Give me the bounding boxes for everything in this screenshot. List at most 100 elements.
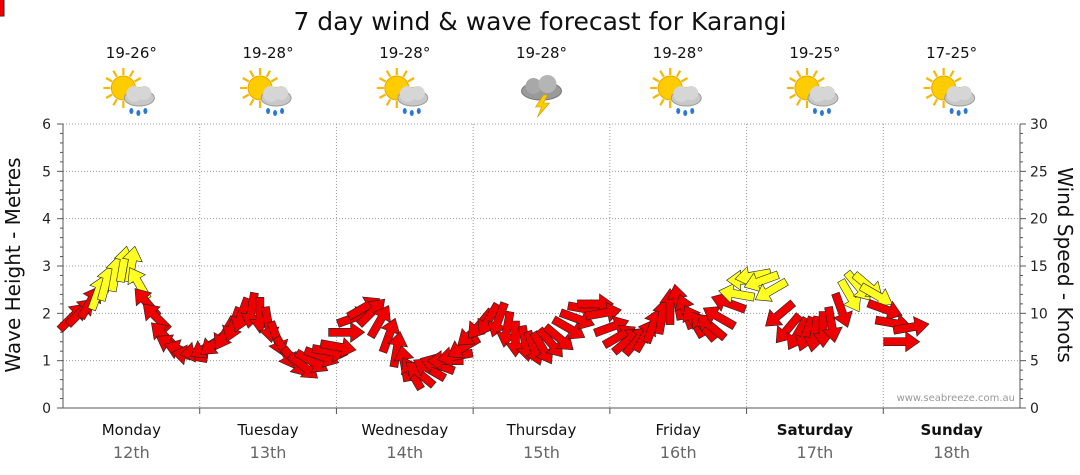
right-axis: 0 5 10 15 20 25 30: [1020, 117, 1048, 417]
rain-drop: [683, 110, 688, 116]
cloud-puff: [957, 86, 972, 100]
cloud-puff: [684, 86, 699, 100]
wind-arrow: [319, 337, 357, 358]
day-name: Monday: [102, 421, 161, 439]
wind-arrow: [0, 0, 5, 17]
day-temperature: 19-28°: [379, 44, 430, 62]
sun-ray: [932, 98, 939, 106]
weather-icons: [103, 68, 976, 118]
sun-ray: [265, 70, 272, 78]
wind-arrow: [542, 323, 574, 351]
sun-ray: [812, 70, 818, 78]
sun-ray: [659, 98, 665, 106]
sun-ray: [270, 77, 278, 83]
right-tick-label: 15: [1030, 259, 1048, 275]
wind-arrow: [328, 321, 366, 343]
sun-ray: [932, 70, 939, 78]
sun-ray: [407, 77, 415, 83]
day-name: Saturday: [777, 421, 854, 439]
rain-drop: [402, 108, 407, 114]
left-axis-label: Wave Height - Metres: [1, 157, 25, 372]
wind-arrow: [892, 316, 930, 337]
rain-drop: [416, 108, 421, 114]
day-temperature: 19-25°: [789, 44, 840, 62]
wind-arrow: [883, 331, 921, 353]
day-temperature: 19-28°: [653, 44, 704, 62]
left-axis: 0 1 2 3 4 5 6: [42, 117, 63, 417]
wind-arrow: [831, 291, 853, 328]
right-tick-label: 0: [1030, 401, 1039, 417]
sun-ray: [925, 93, 933, 99]
day-temperature: 19-28°: [243, 44, 294, 62]
rain-drop: [280, 108, 285, 114]
rain-drop: [273, 110, 278, 116]
wind-arrow: [765, 299, 797, 327]
day-date: 17th: [797, 443, 834, 462]
rain-drop: [963, 108, 968, 114]
sun-ray: [652, 77, 660, 83]
right-tick-label: 30: [1030, 117, 1048, 133]
sun-ray: [789, 77, 797, 83]
sun-ray: [112, 98, 118, 106]
sun-ray: [105, 93, 113, 99]
daily-temperatures: 19-26° 19-28° 19-28° 19-28° 19-28° 19-25° 17-2…: [106, 44, 977, 62]
sun-ray: [385, 70, 392, 78]
left-tick-label: 3: [42, 259, 51, 275]
lightning-bolt: [534, 94, 551, 118]
rain-drop: [409, 110, 414, 116]
day-temperature: 19-26°: [106, 44, 157, 62]
sun-ray: [242, 93, 250, 99]
sun-ray: [378, 93, 387, 99]
rain-drop: [956, 110, 961, 116]
sun-cloud-showers-icon: [650, 68, 702, 116]
cloud-puff: [274, 86, 289, 100]
sun-ray: [402, 70, 408, 78]
sun-ray: [112, 70, 118, 78]
day-date: 13th: [250, 443, 287, 462]
rain-drop: [676, 108, 681, 114]
sun-ray: [795, 98, 802, 106]
sun-cloud-showers-icon: [376, 68, 429, 116]
cloud-puff: [538, 75, 557, 93]
left-tick-label: 0: [42, 401, 51, 417]
sun-ray: [652, 93, 660, 99]
day-temperature: 17-25°: [926, 44, 977, 62]
left-tick-label: 4: [42, 212, 51, 228]
wind-arrow: [821, 306, 843, 344]
sun-cloud-showers-icon: [240, 68, 292, 116]
rain-drop: [136, 110, 141, 116]
sun-ray: [128, 70, 135, 78]
rain-drop: [690, 108, 695, 114]
sun-ray: [249, 70, 255, 78]
day-name: Wednesday: [361, 421, 448, 439]
day-name: Friday: [655, 421, 701, 439]
day-date: 12th: [113, 443, 150, 462]
day-temperature: 19-28°: [516, 44, 567, 62]
cloud-puff: [137, 86, 152, 100]
right-tick-label: 20: [1030, 212, 1048, 228]
day-date: 15th: [523, 443, 560, 462]
sun-cloud-showers-icon: [103, 68, 155, 116]
day-name: Thursday: [506, 421, 577, 439]
sun-ray: [378, 77, 387, 83]
sun-ray: [675, 70, 682, 78]
left-tick-label: 5: [42, 164, 51, 180]
wind-arrow: [387, 330, 409, 368]
cloud-puff: [410, 86, 425, 100]
right-tick-label: 10: [1030, 306, 1048, 322]
sun-ray: [134, 77, 142, 83]
rain-drop: [819, 110, 824, 116]
rain-drop: [129, 108, 134, 114]
sun-ray: [659, 70, 665, 78]
sun-ray: [680, 77, 689, 83]
cloud-puff: [820, 86, 835, 100]
chart-title: 7 day wind & wave forecast for Karangi: [293, 7, 786, 36]
sun-cloud-showers-icon: [786, 68, 839, 116]
rain-drop: [266, 108, 271, 114]
left-tick-label: 6: [42, 117, 51, 133]
day-name: Sunday: [920, 421, 983, 439]
sun-cloud-showers-icon: [923, 68, 976, 116]
sun-ray: [949, 70, 955, 78]
cloud-puff: [525, 78, 542, 94]
